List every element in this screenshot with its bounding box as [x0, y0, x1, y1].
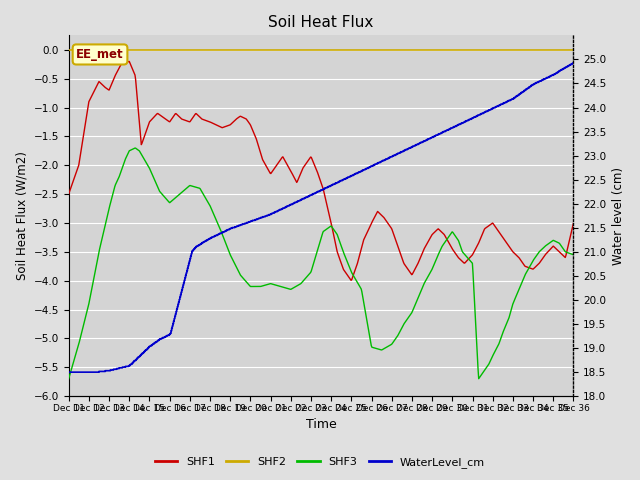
- SHF3: [570, 252, 577, 258]
- SHF2: [371, 47, 379, 53]
- Line: SHF3: SHF3: [68, 148, 573, 379]
- SHF1: [359, 239, 367, 245]
- SHF3: [500, 327, 508, 333]
- SHF2: [358, 47, 365, 53]
- SHF1: [65, 191, 72, 197]
- SHF1: [388, 226, 396, 231]
- Y-axis label: Soil Heat Flux (W/m2): Soil Heat Flux (W/m2): [15, 151, 28, 280]
- WaterLevel_cm: [358, 168, 365, 173]
- SHF1: [372, 211, 380, 216]
- SHF3: [449, 229, 456, 235]
- WaterLevel_cm: [499, 100, 507, 106]
- WaterLevel_cm: [387, 154, 394, 160]
- SHF2: [387, 47, 394, 53]
- WaterLevel_cm: [96, 369, 104, 374]
- SHF2: [570, 47, 577, 53]
- WaterLevel_cm: [570, 60, 577, 66]
- X-axis label: Time: Time: [306, 419, 337, 432]
- SHF1: [125, 59, 133, 64]
- SHF3: [96, 246, 104, 252]
- SHF3: [387, 342, 395, 348]
- Y-axis label: Water level (cm): Water level (cm): [612, 167, 625, 265]
- SHF1: [570, 220, 577, 226]
- SHF3: [372, 346, 380, 351]
- SHF1: [96, 79, 104, 85]
- SHF3: [65, 376, 72, 382]
- SHF1: [348, 277, 355, 283]
- SHF2: [96, 47, 104, 53]
- SHF3: [358, 292, 366, 298]
- SHF2: [65, 47, 72, 53]
- SHF1: [500, 237, 508, 243]
- Title: Soil Heat Flux: Soil Heat Flux: [268, 15, 374, 30]
- Text: EE_met: EE_met: [76, 48, 124, 61]
- SHF3: [131, 145, 139, 151]
- Line: SHF1: SHF1: [68, 61, 573, 280]
- SHF2: [448, 47, 456, 53]
- WaterLevel_cm: [448, 125, 456, 131]
- WaterLevel_cm: [65, 369, 72, 375]
- SHF1: [449, 247, 456, 252]
- Line: WaterLevel_cm: WaterLevel_cm: [68, 63, 573, 372]
- WaterLevel_cm: [371, 161, 379, 167]
- SHF2: [499, 47, 507, 53]
- WaterLevel_cm: [569, 60, 577, 66]
- Legend: SHF1, SHF2, SHF3, WaterLevel_cm: SHF1, SHF2, SHF3, WaterLevel_cm: [151, 452, 489, 472]
